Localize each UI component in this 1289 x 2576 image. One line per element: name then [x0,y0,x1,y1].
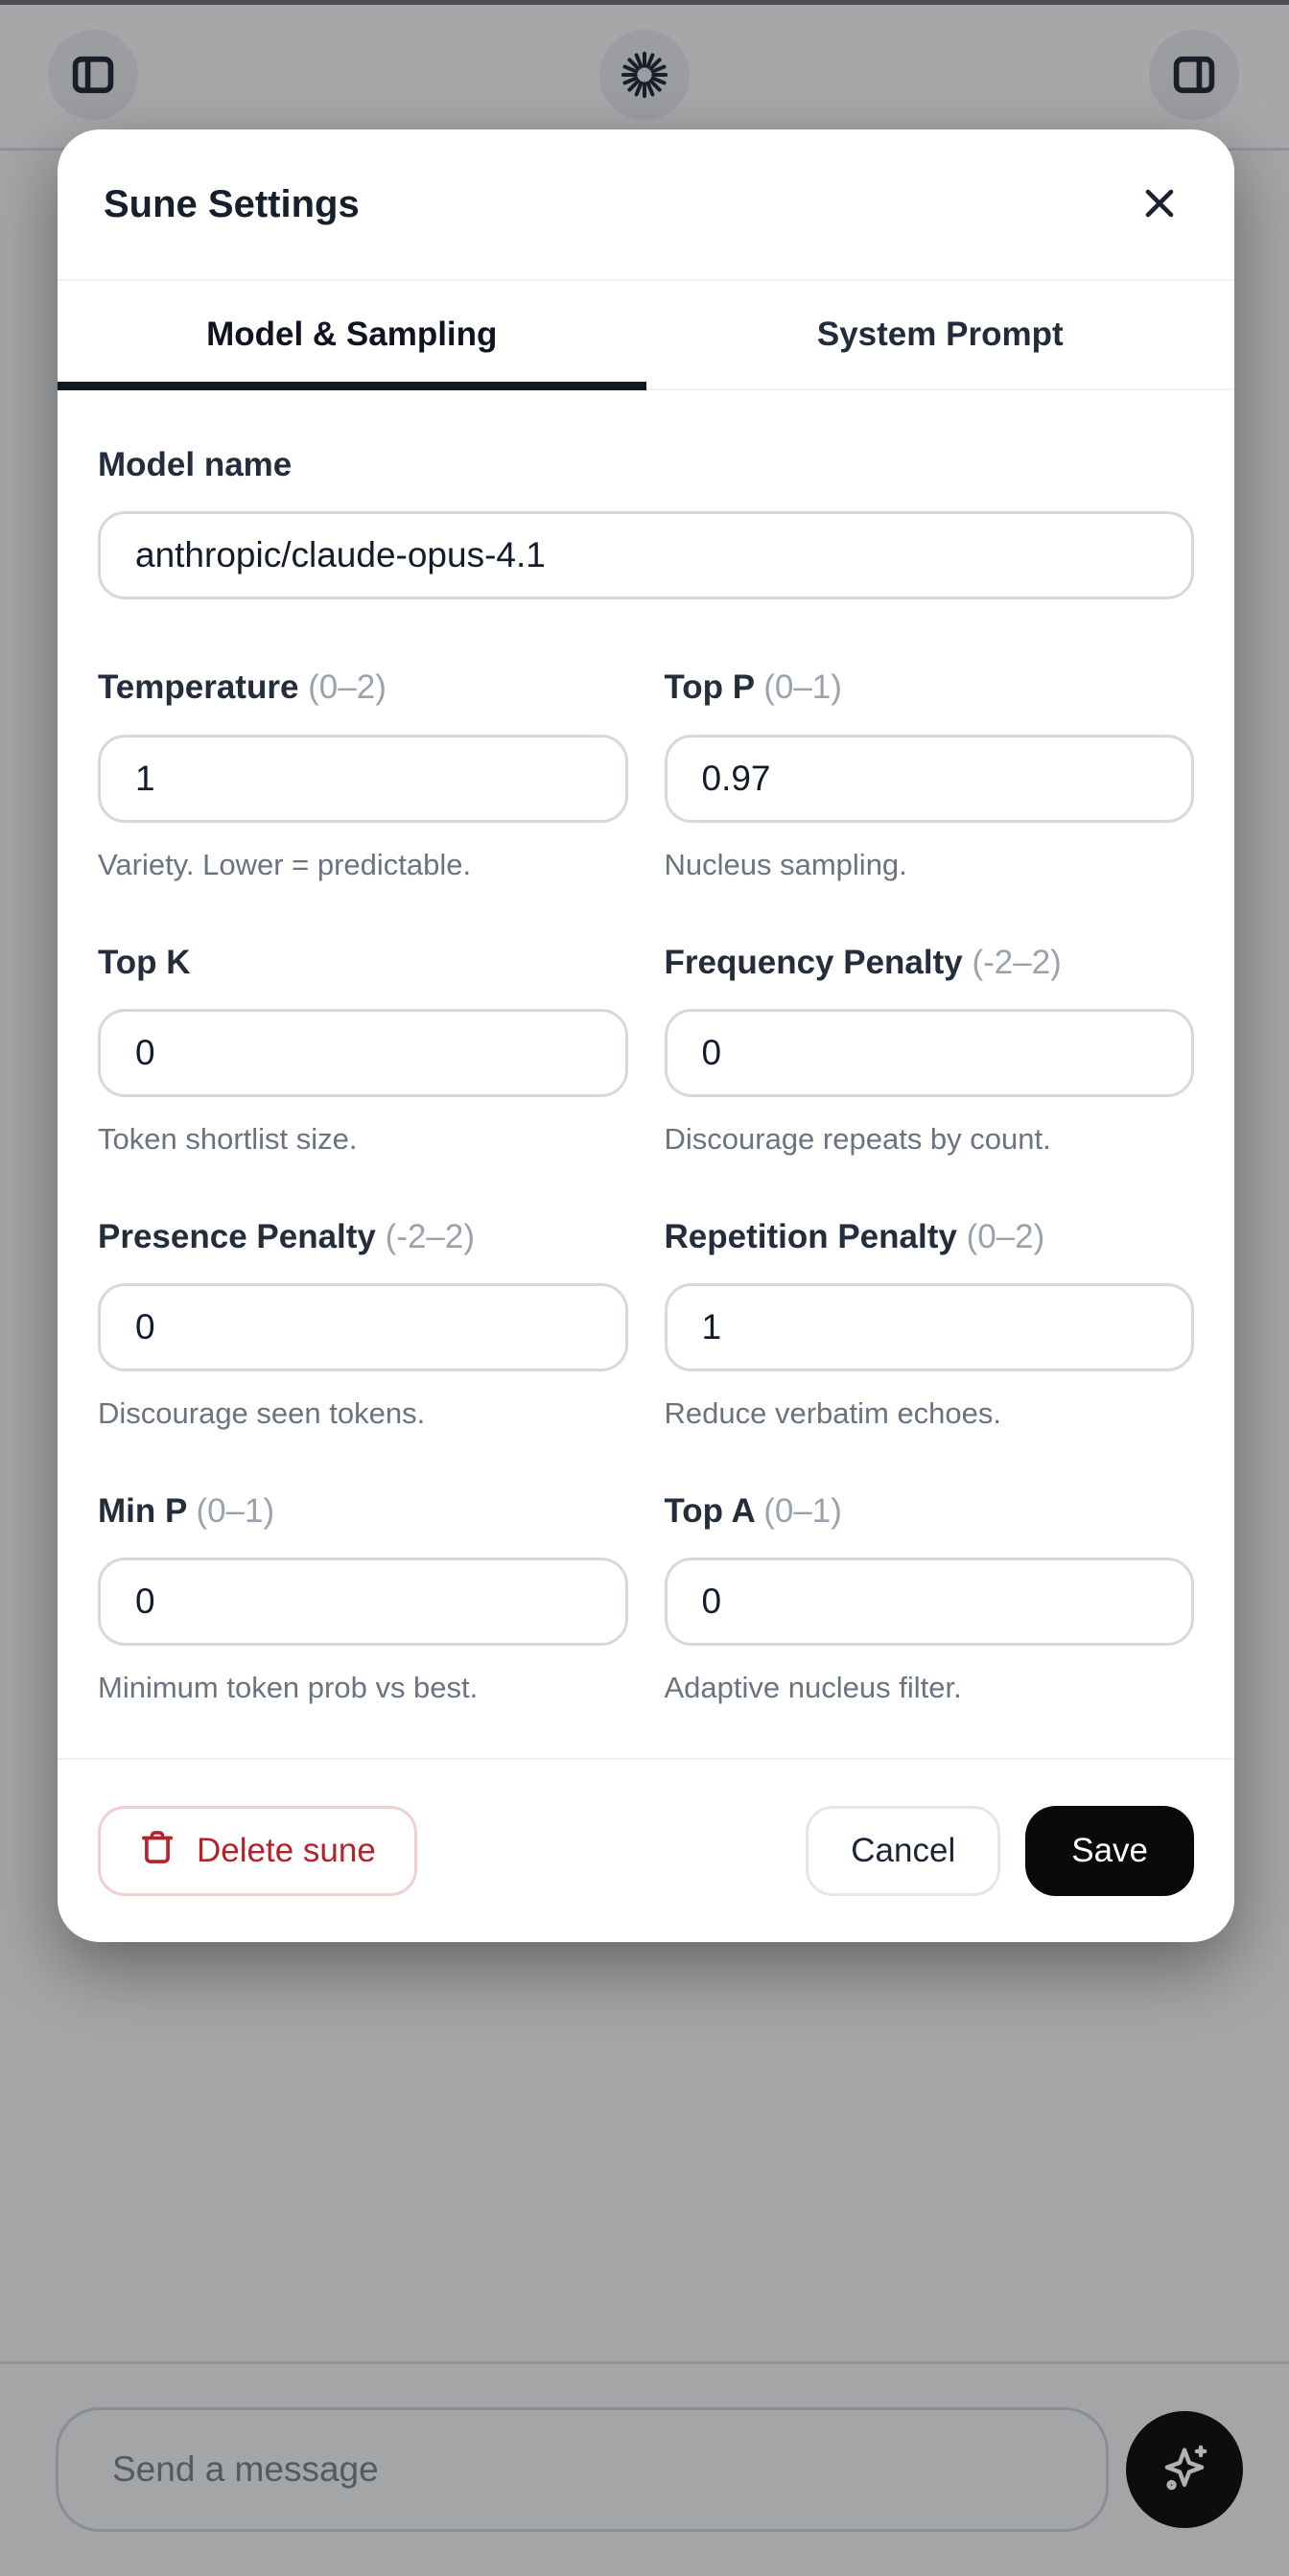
right-sidebar-toggle-button[interactable] [1149,30,1239,120]
param-range: (-2–2) [972,943,1062,981]
param-help: Minimum token prob vs best. [98,1671,479,1705]
modal-footer: Delete sune Cancel Save [58,1758,1234,1942]
tab-system-prompt[interactable]: System Prompt [646,281,1235,388]
param-label: Top A [664,1492,755,1530]
trash-icon [139,1829,176,1874]
sune-settings-modal: Sune Settings Model & Sampling System Pr… [58,129,1234,1942]
top-k-input[interactable] [98,1008,628,1097]
param-label: Frequency Penalty [664,943,963,981]
min-p-input[interactable] [98,1557,628,1647]
param-label: Repetition Penalty [664,1217,957,1255]
message-input[interactable] [56,2407,1109,2532]
param-range: (0–1) [763,668,842,707]
param-temperature: Temperature (0–2) Variety. Lower = predi… [98,668,628,881]
param-range: (0–1) [196,1492,275,1530]
cancel-button[interactable]: Cancel [806,1806,1001,1896]
param-repetition-penalty: Repetition Penalty (0–2) Reduce verbatim… [664,1217,1194,1431]
delete-sune-label: Delete sune [197,1832,376,1869]
sampling-parameter-grid: Temperature (0–2) Variety. Lower = predi… [98,668,1194,1705]
param-label: Presence Penalty [98,1217,376,1255]
repetition-penalty-input[interactable] [664,1283,1194,1371]
param-help: Reduce verbatim echoes. [664,1396,1002,1430]
tab-model-and-sampling[interactable]: Model & Sampling [58,281,646,390]
save-button[interactable]: Save [1025,1806,1194,1896]
model-name-label: Model name [98,446,293,483]
param-range: (-2–2) [385,1217,476,1255]
param-help: Variety. Lower = predictable. [98,847,472,881]
presence-penalty-input[interactable] [98,1283,628,1371]
close-modal-button[interactable] [1131,176,1188,233]
param-help: Nucleus sampling. [664,847,907,881]
top-bar [0,5,1289,151]
param-label: Min P [98,1492,187,1530]
param-top-a: Top A (0–1) Adaptive nucleus filter. [664,1492,1194,1705]
modal-title: Sune Settings [104,182,360,225]
param-label: Temperature [98,668,299,707]
param-help: Token shortlist size. [98,1121,358,1156]
delete-sune-button[interactable]: Delete sune [98,1806,417,1896]
send-message-button[interactable] [1126,2411,1243,2528]
window-top-edge [0,0,1289,5]
top-p-input[interactable] [664,734,1194,823]
modal-tabs: Model & Sampling System Prompt [58,281,1234,390]
modal-body: Model name Temperature (0–2) Variety. Lo… [58,390,1234,1705]
param-top-p: Top P (0–1) Nucleus sampling. [664,668,1194,881]
left-sidebar-toggle-button[interactable] [48,30,138,120]
sparkles-icon [1155,2439,1214,2501]
param-presence-penalty: Presence Penalty (-2–2) Discourage seen … [98,1218,628,1431]
panel-right-icon [1169,50,1219,100]
modal-header: Sune Settings [58,129,1234,281]
model-name-input[interactable] [98,511,1194,600]
composer-divider [0,2361,1289,2364]
sune-avatar-button[interactable] [599,30,690,120]
param-help: Discourage seen tokens. [98,1396,426,1430]
temperature-input[interactable] [98,734,628,823]
top-a-input[interactable] [664,1557,1194,1647]
param-help: Discourage repeats by count. [664,1121,1051,1156]
param-frequency-penalty: Frequency Penalty (-2–2) Discourage repe… [664,943,1194,1157]
frequency-penalty-input[interactable] [664,1008,1194,1097]
param-label: Top P [664,668,755,707]
param-range: (0–2) [966,1217,1045,1255]
param-range: (0–1) [763,1492,842,1530]
param-range: (0–2) [308,668,387,707]
param-help: Adaptive nucleus filter. [664,1671,962,1705]
model-name-field: Model name [98,446,1194,600]
param-label: Top K [98,943,191,981]
param-top-k: Top K Token shortlist size. [98,944,628,1157]
param-min-p: Min P (0–1) Minimum token prob vs best. [98,1492,628,1705]
panel-left-icon [68,50,118,100]
starburst-icon [618,48,671,102]
footer-actions: Cancel Save [806,1806,1194,1896]
x-icon [1137,180,1183,229]
